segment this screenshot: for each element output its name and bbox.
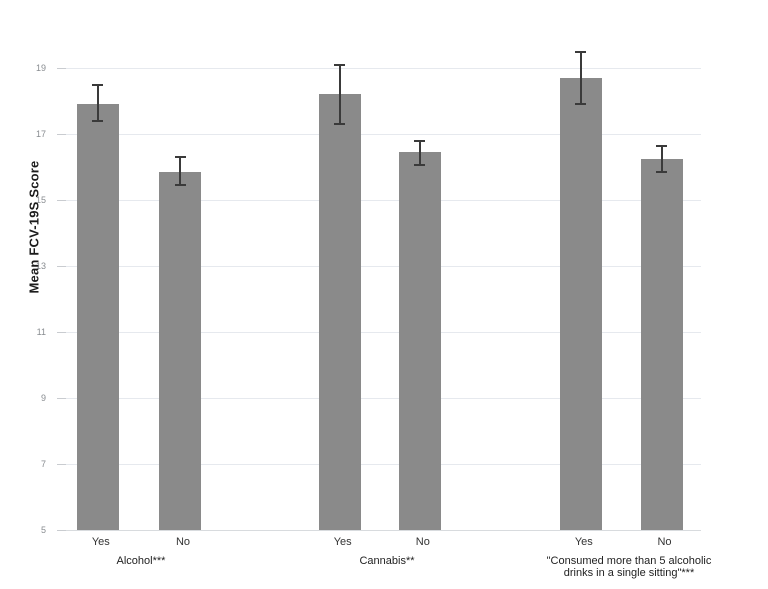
error-bar-cap-top xyxy=(414,139,426,142)
y-tick-label: 11 xyxy=(36,326,46,337)
y-tick-label: 17 xyxy=(35,128,46,139)
bar-alcohol--yes xyxy=(76,104,119,530)
y-tick-label: 9 xyxy=(40,392,46,403)
bar-cannabis--yes xyxy=(318,94,361,530)
bar--consumed-more-than-5-alcoholic-drinks-in-a-single-sitting--no xyxy=(640,158,683,530)
group-label: "Consumed more than 5 alcoholic drinks i… xyxy=(546,555,712,579)
bar-label: Yes xyxy=(91,536,110,548)
bar-label: No xyxy=(175,536,191,548)
y-axis-tick xyxy=(57,398,66,399)
y-axis-title: Mean FCV-19S Score xyxy=(26,160,42,294)
gridline xyxy=(57,530,701,531)
y-axis-tick xyxy=(57,464,66,465)
y-axis-tick xyxy=(57,68,66,69)
gridline xyxy=(57,332,701,333)
group-label: Cannabis** xyxy=(359,555,415,567)
bar-label: No xyxy=(415,536,430,548)
y-axis-tick xyxy=(57,134,66,135)
error-bar-cap-bottom xyxy=(414,164,426,167)
error-bar xyxy=(579,51,582,105)
error-bar-cap-bottom xyxy=(575,103,587,106)
y-axis-tick xyxy=(57,200,66,201)
error-bar xyxy=(96,84,99,121)
gridline xyxy=(57,200,701,201)
gridline xyxy=(57,398,701,399)
bar-label: Yes xyxy=(333,536,352,548)
y-tick-label: 13 xyxy=(35,260,46,271)
error-bar-cap-bottom xyxy=(656,170,667,173)
error-bar-cap-top xyxy=(575,50,587,53)
y-tick-label: 15 xyxy=(35,194,46,205)
group-label: Alcohol*** xyxy=(116,555,166,567)
error-bar xyxy=(418,140,421,166)
error-bar xyxy=(338,64,341,125)
bar-label: Yes xyxy=(574,536,593,548)
y-tick-label: 5 xyxy=(40,524,46,535)
y-axis-tick xyxy=(57,530,66,531)
error-bar-cap-bottom xyxy=(92,119,104,122)
error-bar-cap-bottom xyxy=(334,123,346,126)
y-axis-tick xyxy=(57,332,66,333)
error-bar-cap-top xyxy=(92,83,104,86)
bar--consumed-more-than-5-alcoholic-drinks-in-a-single-sitting--yes xyxy=(559,77,602,530)
gridline xyxy=(57,68,701,69)
y-tick-label: 19 xyxy=(35,62,46,73)
gridline xyxy=(57,266,701,267)
gridline xyxy=(57,464,701,465)
bar-alcohol--no xyxy=(159,171,201,530)
error-bar-cap-top xyxy=(656,144,667,147)
error-bar xyxy=(660,145,663,172)
y-axis-tick xyxy=(57,266,66,267)
bar-label: No xyxy=(657,536,672,548)
error-bar xyxy=(179,157,181,186)
error-bar-cap-top xyxy=(174,156,186,159)
y-tick-label: 7 xyxy=(40,458,46,469)
error-bar-cap-top xyxy=(334,63,346,66)
gridline xyxy=(57,134,701,135)
bar-cannabis--no xyxy=(398,152,441,530)
error-bar-cap-bottom xyxy=(174,184,186,187)
